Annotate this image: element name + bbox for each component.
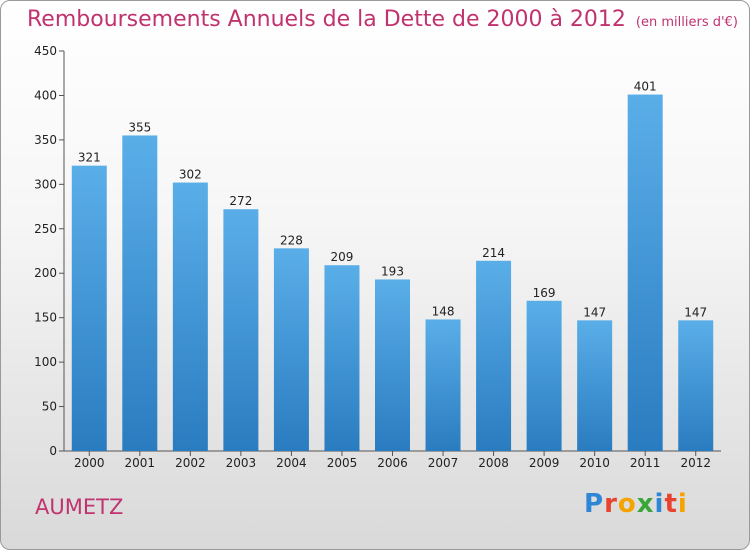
proxiti-logo[interactable]: Proxiti <box>584 489 688 519</box>
y-tick-label: 400 <box>34 88 57 102</box>
bar-2004[interactable] <box>273 248 309 451</box>
chart-subtitle: (en milliers d'€) <box>635 15 738 30</box>
bar-2001[interactable] <box>122 135 158 451</box>
logo-letter: x <box>636 489 655 519</box>
logo-letter: P <box>584 489 605 519</box>
x-tick-label: 2012 <box>680 456 711 470</box>
x-tick-label: 2010 <box>579 456 610 470</box>
chart-title: Remboursements Annuels de la Dette de 20… <box>27 7 738 32</box>
value-label: 147 <box>583 305 606 319</box>
x-tick-label: 2002 <box>175 456 206 470</box>
value-label: 355 <box>128 120 151 134</box>
y-tick-label: 200 <box>34 266 57 280</box>
value-label: 228 <box>280 233 303 247</box>
y-tick-label: 150 <box>34 311 57 325</box>
value-label: 169 <box>533 286 556 300</box>
logo-letter: i <box>654 489 665 519</box>
value-label: 214 <box>482 246 505 260</box>
value-label: 272 <box>229 194 252 208</box>
logo-letter: r <box>604 489 618 519</box>
x-tick-label: 2003 <box>226 456 257 470</box>
logo-letter: t <box>664 489 678 519</box>
value-label: 148 <box>432 304 455 318</box>
value-label: 193 <box>381 264 404 278</box>
bar-2009[interactable] <box>526 300 562 451</box>
y-tick-label: 350 <box>34 133 57 147</box>
x-tick-label: 2006 <box>377 456 408 470</box>
bar-2011[interactable] <box>627 94 663 452</box>
x-tick-label: 2007 <box>428 456 459 470</box>
bar-2006[interactable] <box>375 279 410 451</box>
logo-letter: o <box>617 489 637 519</box>
value-label: 147 <box>684 305 707 319</box>
x-tick-label: 2000 <box>74 456 105 470</box>
bar-2010[interactable] <box>577 320 613 451</box>
bar-2008[interactable] <box>476 260 512 451</box>
value-label: 401 <box>634 80 657 94</box>
y-tick-label: 50 <box>42 400 57 414</box>
place-name: AUMETZ <box>35 495 124 519</box>
bar-2000[interactable] <box>71 165 107 451</box>
value-label: 321 <box>78 151 101 165</box>
y-tick-label: 0 <box>49 444 57 458</box>
value-label: 302 <box>179 168 202 182</box>
chart-title-text: Remboursements Annuels de la Dette de 20… <box>27 7 626 32</box>
x-tick-label: 2001 <box>125 456 156 470</box>
logo-letter: i <box>677 489 688 519</box>
y-tick-label: 100 <box>34 355 57 369</box>
value-label: 209 <box>331 250 354 264</box>
bar-2012[interactable] <box>678 320 714 451</box>
x-tick-label: 2009 <box>529 456 560 470</box>
bar-2005[interactable] <box>324 265 360 451</box>
y-tick-label: 250 <box>34 222 57 236</box>
y-tick-label: 450 <box>34 44 57 58</box>
y-tick-label: 300 <box>34 177 57 191</box>
x-tick-label: 2005 <box>327 456 358 470</box>
x-tick-label: 2004 <box>276 456 307 470</box>
bar-2002[interactable] <box>172 182 208 452</box>
x-tick-label: 2008 <box>478 456 509 470</box>
bar-2003[interactable] <box>223 209 259 451</box>
x-tick-label: 2011 <box>630 456 661 470</box>
bar-2007[interactable] <box>425 319 461 451</box>
